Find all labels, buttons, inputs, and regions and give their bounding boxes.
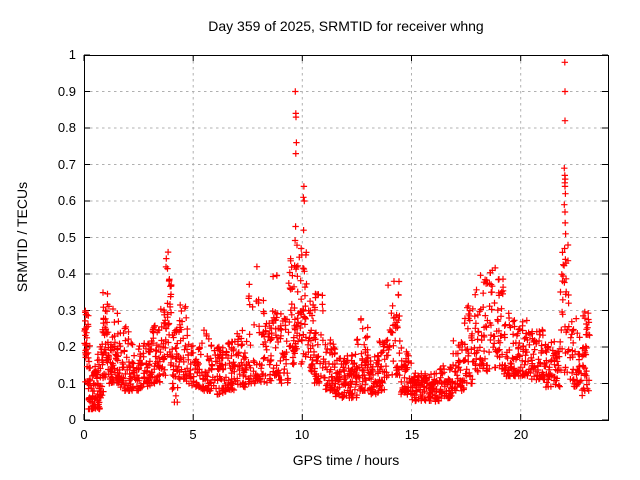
y-tick-label: 0: [68, 412, 76, 427]
y-tick-label: 0.7: [57, 157, 76, 172]
y-tick-label: 0.6: [57, 193, 76, 208]
x-axis-label: GPS time / hours: [292, 452, 400, 468]
plot-frame: [84, 55, 609, 421]
y-tick-label: 0.5: [57, 230, 76, 245]
grid-lines: [84, 55, 608, 420]
y-tick-label: 0.3: [57, 303, 76, 318]
x-tick-label: 0: [80, 427, 88, 442]
chart-title: Day 359 of 2025, SRMTID for receiver whn…: [208, 18, 484, 34]
y-tick-label: 1: [68, 47, 76, 62]
y-tick-label: 0.8: [57, 120, 76, 135]
x-tick-label: 15: [404, 427, 420, 442]
y-tick-label: 0.1: [57, 376, 76, 391]
x-tick-label: 5: [189, 427, 197, 442]
y-tick-label: 0.2: [57, 339, 76, 354]
x-tick-label: 20: [513, 427, 529, 442]
y-tick-label: 0.9: [57, 84, 76, 99]
x-tick-label: 10: [294, 427, 310, 442]
scatter-points: [81, 59, 593, 413]
y-tick-label: 0.4: [57, 266, 76, 281]
